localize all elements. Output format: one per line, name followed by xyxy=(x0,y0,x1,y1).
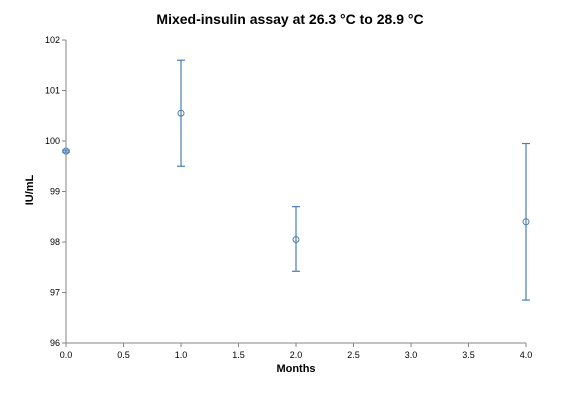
x-tick-label: 2.0 xyxy=(290,350,303,360)
data-point-group xyxy=(522,142,530,301)
data-point-marker xyxy=(522,218,530,226)
chart-title: Mixed-insulin assay at 26.3 °C to 28.9 °… xyxy=(156,11,423,27)
x-tick-label: 1.5 xyxy=(232,350,245,360)
y-tick-label: 98 xyxy=(50,237,60,247)
data-point-group xyxy=(177,59,185,167)
data-point-group xyxy=(292,206,300,272)
y-tick-label: 101 xyxy=(45,86,60,96)
x-tick-label: 3.0 xyxy=(405,350,418,360)
data-point-group xyxy=(62,147,70,155)
data-series xyxy=(62,59,530,301)
y-tick-label: 102 xyxy=(45,35,60,45)
y-axis-label: IU/mL xyxy=(24,174,36,205)
data-point-marker xyxy=(177,109,185,117)
y-axis: 96 97 98 99 100 101 102 xyxy=(45,35,67,348)
x-tick-label: 0.0 xyxy=(60,350,73,360)
y-tick-label: 96 xyxy=(50,338,60,348)
x-axis-label: Months xyxy=(276,363,315,375)
x-tick-label: 0.5 xyxy=(117,350,130,360)
x-tick-label: 1.0 xyxy=(175,350,188,360)
x-tick-label: 2.5 xyxy=(347,350,360,360)
y-tick-label: 99 xyxy=(50,187,60,197)
y-tick-label: 100 xyxy=(45,136,60,146)
data-point-marker xyxy=(292,235,300,243)
x-axis: 0.0 0.5 1.0 1.5 2.0 2.5 3.0 3.5 4.0 xyxy=(60,342,533,360)
x-tick-label: 3.5 xyxy=(462,350,475,360)
data-point-marker xyxy=(62,147,70,155)
x-tick-label: 4.0 xyxy=(520,350,533,360)
y-tick-label: 97 xyxy=(50,288,60,298)
